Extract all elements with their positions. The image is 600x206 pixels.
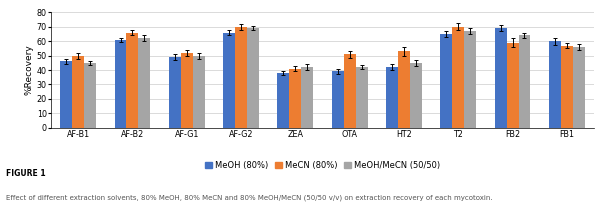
Text: Effect of different extraction solvents, 80% MeOH, 80% MeCN and 80% MeOH/MeCN (5: Effect of different extraction solvents,… bbox=[6, 195, 493, 201]
Bar bbox=[464, 31, 476, 128]
Bar bbox=[549, 41, 561, 128]
Bar bbox=[494, 28, 506, 128]
Bar bbox=[115, 40, 127, 128]
Bar bbox=[440, 34, 452, 128]
Bar bbox=[518, 35, 530, 128]
Bar bbox=[506, 43, 518, 128]
Bar bbox=[301, 67, 313, 128]
Bar bbox=[277, 73, 289, 128]
Bar bbox=[127, 33, 139, 128]
Bar bbox=[193, 56, 205, 128]
Bar bbox=[169, 57, 181, 128]
Bar bbox=[223, 33, 235, 128]
Bar bbox=[289, 69, 301, 128]
Bar bbox=[398, 51, 410, 128]
Text: FIGURE 1: FIGURE 1 bbox=[6, 169, 46, 178]
Bar bbox=[561, 46, 573, 128]
Bar bbox=[139, 38, 151, 128]
Bar bbox=[235, 27, 247, 128]
Bar bbox=[344, 54, 356, 128]
Y-axis label: %Recovery: %Recovery bbox=[25, 45, 34, 95]
Bar bbox=[410, 63, 422, 128]
Legend: MeOH (80%), MeCN (80%), MeOH/MeCN (50/50): MeOH (80%), MeCN (80%), MeOH/MeCN (50/50… bbox=[202, 157, 443, 173]
Bar bbox=[72, 56, 84, 128]
Bar bbox=[332, 71, 344, 128]
Bar bbox=[386, 67, 398, 128]
Bar bbox=[573, 47, 585, 128]
Bar bbox=[452, 27, 464, 128]
Bar bbox=[247, 28, 259, 128]
Bar bbox=[84, 63, 96, 128]
Bar bbox=[356, 67, 368, 128]
Bar bbox=[60, 61, 72, 128]
Bar bbox=[181, 53, 193, 128]
